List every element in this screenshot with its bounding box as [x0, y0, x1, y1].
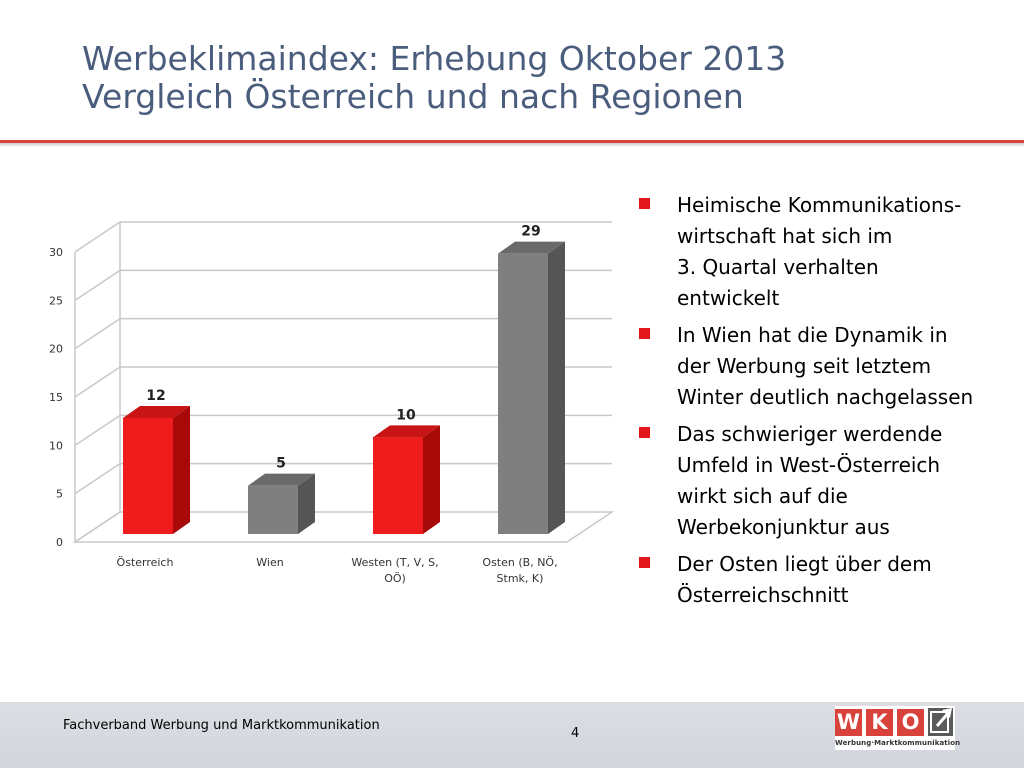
bar-front [248, 485, 298, 534]
bar-data-label: 12 [146, 388, 165, 404]
bar-front [498, 253, 548, 534]
logo-letter-w: W [835, 709, 862, 736]
bullet-line: Der Osten liegt über dem [677, 552, 932, 576]
bar-side [423, 425, 440, 534]
y-tick-label: 15 [49, 391, 63, 404]
bullet-item: Heimische Kommunikations-wirtschaft hat … [636, 190, 1024, 314]
bar-data-label: 5 [276, 456, 286, 472]
bullet-item: Das schwieriger werdende Umfeld in West-Ö… [636, 419, 1024, 543]
bullet-line: Umfeld in West-Österreich [677, 453, 941, 477]
bar-front [373, 437, 423, 534]
gridline-side [74, 269, 121, 301]
bullet-line: wirtschaft hat sich im [677, 224, 893, 248]
footer-organization: Fachverband Werbung und Marktkommunikati… [63, 718, 380, 733]
bullet-line: Das schwieriger werdende [677, 422, 943, 446]
bar-chart: 0 5 10 15 20 25 30 12 Österreich 5 Wien 10 Westen (T… [49, 221, 615, 585]
logo-tagline: Werbung·Marktkommunikation [835, 739, 961, 747]
page-number: 4 [571, 726, 580, 741]
bar-side [548, 241, 565, 534]
bullet-square-icon [639, 198, 650, 209]
bullet-line: In Wien hat die Dynamik in [677, 323, 948, 347]
bullet-item: In Wien hat die Dynamik in der Werbung se… [636, 320, 1024, 413]
bar-top [498, 241, 565, 254]
slide-title-line-1: Werbeklimaindex: Erhebung Oktober 2013 [82, 39, 787, 78]
bar-top [373, 425, 440, 438]
arrow-up-right-icon [928, 708, 953, 736]
bullet-line: Winter deutlich nachgelassen [677, 385, 974, 409]
gridline-side [74, 366, 121, 398]
gridline-side [74, 221, 121, 253]
logo-letter-o: O [897, 709, 924, 736]
title-divider-shadow [0, 143, 1024, 147]
gridline-side [74, 318, 121, 350]
x-category-label: Wien [256, 556, 283, 569]
bullet-list: Heimische Kommunikations-wirtschaft hat … [636, 190, 1024, 617]
y-tick-label: 30 [49, 246, 63, 259]
bullet-line: Werbekonjunktur aus [677, 515, 890, 539]
bar-data-label: 10 [396, 407, 416, 423]
x-category-label: Westen (T, V, S, [351, 556, 438, 569]
slide-title: Werbeklimaindex: Erhebung Oktober 2013 V… [82, 40, 786, 116]
bullet-item: Der Osten liegt über dem Österreichschnit… [636, 549, 1024, 611]
bullet-line: wirkt sich auf die [677, 484, 848, 508]
y-tick-label: 10 [49, 439, 63, 452]
bar-side [173, 406, 190, 534]
x-category-label: Stmk, K) [497, 572, 544, 585]
y-tick-label: 25 [49, 294, 63, 307]
title-divider [0, 140, 1024, 143]
gridline-side [74, 463, 121, 495]
bullet-square-icon [639, 328, 650, 339]
wko-logo: W K O Werbung·Marktkommunikation [835, 706, 961, 750]
y-tick-label: 5 [56, 488, 63, 501]
y-tick-label: 0 [56, 536, 63, 549]
bar-front [123, 418, 173, 534]
x-category-label: Österreich [117, 556, 174, 569]
y-tick-label: 20 [49, 343, 63, 356]
bullet-line: 3. Quartal verhalten [677, 255, 879, 279]
x-category-label: OÖ) [384, 572, 406, 585]
logo-letter-k: K [866, 709, 893, 736]
bar-side [298, 473, 315, 534]
bullet-line: Heimische Kommunikations- [677, 193, 962, 217]
bullet-line: der Werbung seit letztem [677, 354, 932, 378]
bullet-line: Österreichschnitt [677, 583, 849, 607]
bullet-line: entwickelt [677, 286, 780, 310]
gridline-side [74, 511, 121, 543]
bullet-square-icon [639, 557, 650, 568]
bar-top [123, 406, 190, 418]
bullet-square-icon [639, 427, 650, 438]
x-category-label: Osten (B, NÖ, [482, 556, 557, 569]
bar-data-label: 29 [521, 224, 540, 240]
slide-title-line-2: Vergleich Österreich und nach Regionen [82, 77, 744, 116]
bar-top [248, 473, 315, 486]
gridline-side [74, 414, 121, 446]
